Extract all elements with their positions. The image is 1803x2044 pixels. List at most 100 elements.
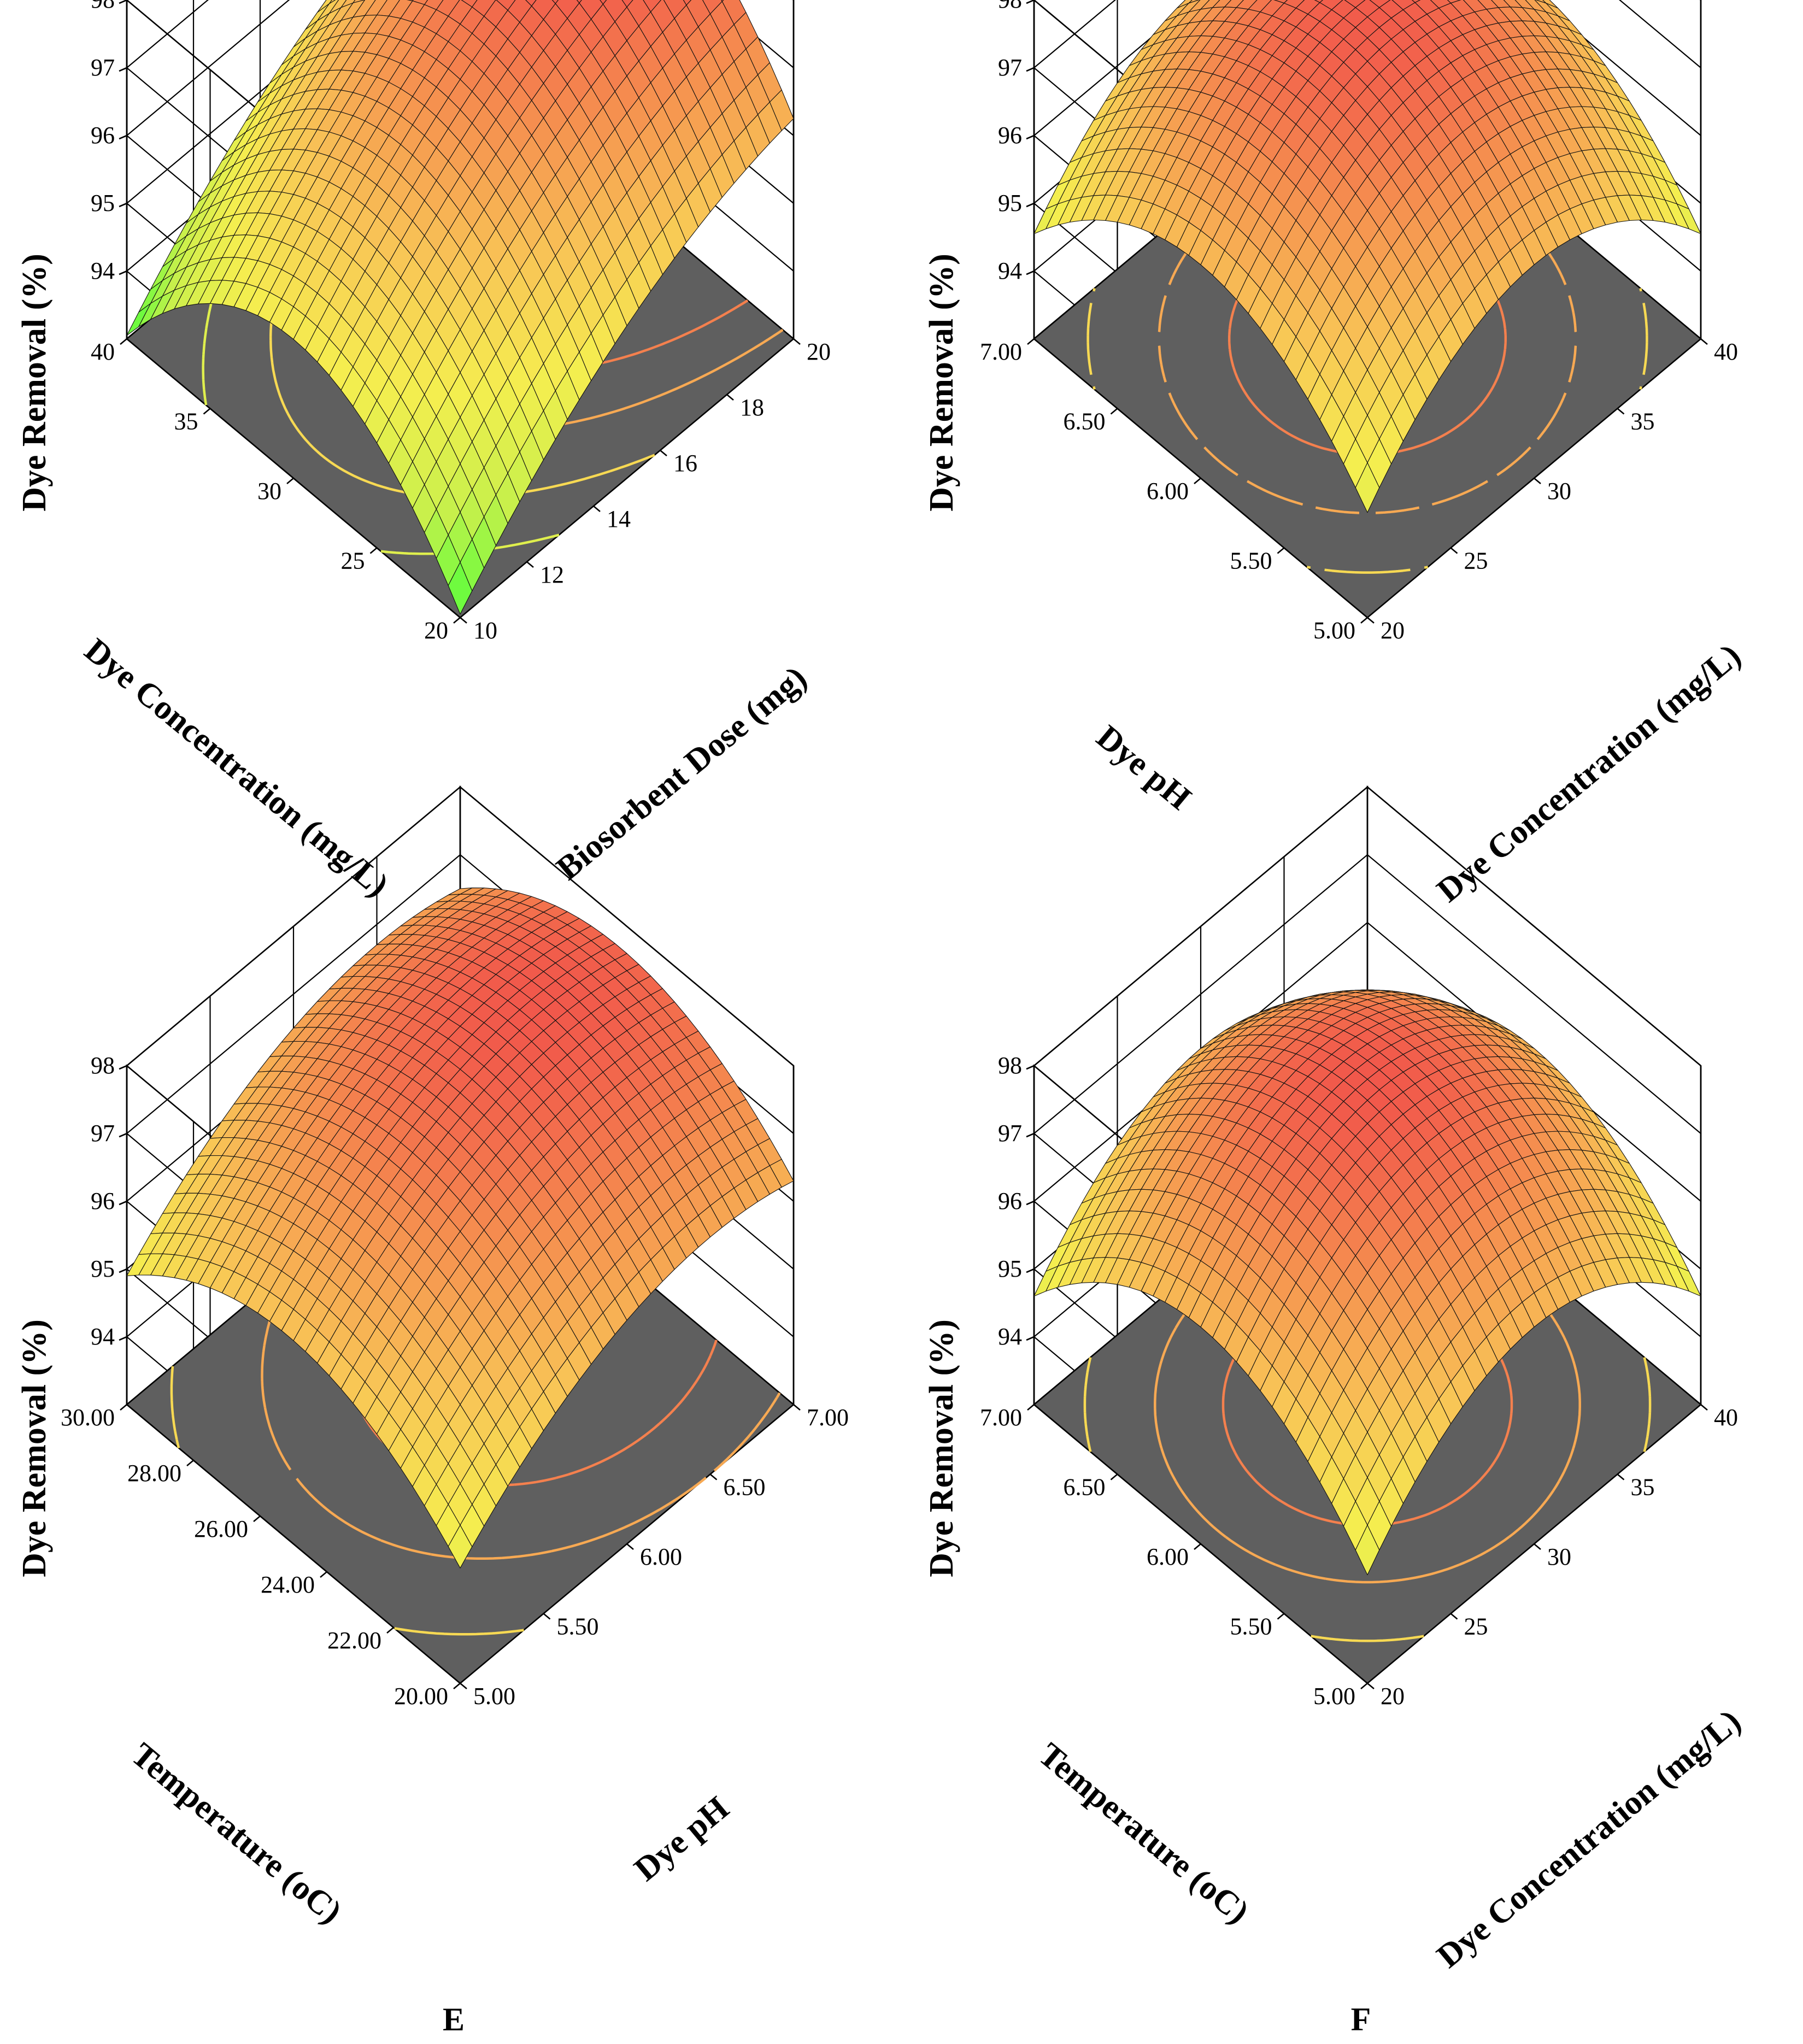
z-tick-mark [119, 270, 127, 275]
y-tick-mark [1027, 338, 1035, 345]
ticks-d: 94 95 96 97 98 20 25 30 35 40 5.00 5.50 6.00 6.50 7.00 [980, 0, 1738, 644]
x-tick-mark [1617, 1473, 1625, 1481]
ticks-f: 94 95 96 97 98 20 25 30 35 40 5.00 5.50 6.00 6.50 7.00 [980, 1052, 1738, 1710]
y-tick-label: 30.00 [61, 1404, 115, 1431]
surface-cell [1355, 1524, 1380, 1576]
z-axis-title-e: Dye Removal (%) [16, 1319, 53, 1577]
x-tick-mark [1534, 478, 1541, 484]
surface-cell [448, 1525, 473, 1569]
y-tick-mark [386, 1627, 394, 1634]
x-tick-label: 6.00 [640, 1543, 682, 1570]
y-tick-mark [1194, 1543, 1201, 1550]
z-tick-label: 97 [998, 1120, 1022, 1147]
x-tick-mark [1367, 1683, 1375, 1689]
y-tick-label: 40 [91, 338, 115, 365]
x-tick-label: 14 [607, 506, 631, 532]
z-tick-label: 98 [998, 0, 1022, 13]
surface-cell [1314, 0, 1324, 3]
y-tick-mark [453, 1683, 461, 1689]
x-tick-mark [793, 338, 801, 345]
z-tick-label: 97 [91, 1120, 115, 1147]
y-tick-mark [369, 547, 378, 554]
y-tick-mark [203, 408, 211, 415]
y-tick-label: 35 [174, 408, 198, 435]
z-tick-mark [119, 1132, 127, 1138]
surface-cell [683, 0, 692, 5]
x-tick-label: 30 [1547, 478, 1571, 504]
y-tick-label: 5.00 [1313, 1683, 1355, 1710]
x-tick-label: 16 [673, 450, 697, 477]
y-tick-mark [453, 617, 461, 624]
panel-label-f: F [1351, 2001, 1371, 2037]
y-tick-label: 6.50 [1064, 408, 1106, 435]
surface-cell [600, 0, 607, 5]
surface-cell [551, 0, 559, 4]
surface-cell [448, 562, 473, 615]
z-tick-mark [1026, 1200, 1035, 1206]
x-tick-mark [593, 506, 601, 512]
x-tick-label: 25 [1464, 548, 1488, 574]
x-tick-mark [526, 561, 534, 568]
surface-cell [525, 0, 537, 7]
y-tick-label: 7.00 [980, 338, 1022, 365]
z-tick-label: 95 [91, 190, 115, 216]
z-tick-mark [119, 1336, 127, 1341]
x-tick-mark [543, 1613, 551, 1620]
panel-label-e: E [443, 2001, 465, 2037]
z-tick-mark [1026, 134, 1035, 140]
x-tick-mark [793, 1404, 801, 1411]
z-tick-mark [119, 1065, 127, 1070]
y-tick-label: 6.50 [1064, 1474, 1106, 1501]
y-tick-mark [186, 1460, 194, 1466]
z-tick-label: 94 [998, 1323, 1022, 1350]
z-tick-label: 96 [998, 122, 1022, 149]
y-tick-mark [1110, 1473, 1118, 1481]
z-tick-label: 96 [998, 1188, 1022, 1214]
z-tick-label: 98 [998, 1052, 1022, 1079]
x-tick-mark [1367, 617, 1375, 624]
y-tick-label: 24.00 [261, 1571, 315, 1598]
y-tick-mark [120, 1404, 127, 1411]
z-tick-label: 96 [91, 1188, 115, 1214]
x-tick-label: 7.00 [807, 1404, 849, 1431]
z-tick-mark [1026, 0, 1035, 4]
x-tick-mark [1450, 547, 1458, 554]
z-tick-label: 95 [998, 190, 1022, 216]
y-tick-mark [120, 338, 127, 345]
ticks-e: 94 95 96 97 98 5.00 5.50 6.00 6.50 7.00 20.00 22.00… [61, 1052, 849, 1710]
x-tick-label: 5.00 [473, 1683, 515, 1710]
x-tick-mark [1534, 1543, 1541, 1550]
x-tick-mark [1450, 1613, 1458, 1620]
x-tick-mark [626, 1543, 634, 1550]
z-tick-mark [119, 1268, 127, 1273]
x-tick-mark [1700, 338, 1708, 345]
z-tick-mark [119, 134, 127, 140]
x-tick-label: 6.50 [724, 1474, 766, 1501]
z-tick-label: 94 [998, 257, 1022, 284]
y-tick-mark [320, 1571, 327, 1578]
y-tick-label: 5.50 [1230, 1613, 1272, 1640]
y-tick-label: 25 [341, 548, 365, 574]
z-tick-label: 97 [91, 54, 115, 81]
x-tick-mark [660, 450, 667, 456]
z-tick-mark [119, 0, 127, 4]
z-tick-label: 94 [91, 257, 115, 284]
surface-cell [1411, 0, 1421, 3]
y-tick-label: 6.00 [1147, 1543, 1189, 1570]
x-tick-mark [460, 617, 467, 624]
x-tick-label: 40 [1714, 338, 1738, 365]
y-tick-label: 6.00 [1147, 478, 1189, 504]
x-tick-mark [709, 1473, 718, 1481]
z-tick-label: 95 [91, 1255, 115, 1282]
y-tick-mark [286, 478, 294, 484]
x-tick-label: 30 [1547, 1543, 1571, 1570]
x-tick-label: 5.50 [557, 1613, 599, 1640]
z-tick-label: 98 [91, 1052, 115, 1079]
y-tick-mark [253, 1516, 261, 1522]
y-tick-label: 28.00 [127, 1460, 181, 1487]
z-axis-title-c: Dye Removal (%) [16, 254, 53, 512]
z-tick-label: 98 [91, 0, 115, 13]
x-tick-mark [1617, 408, 1625, 415]
z-tick-label: 94 [91, 1323, 115, 1350]
